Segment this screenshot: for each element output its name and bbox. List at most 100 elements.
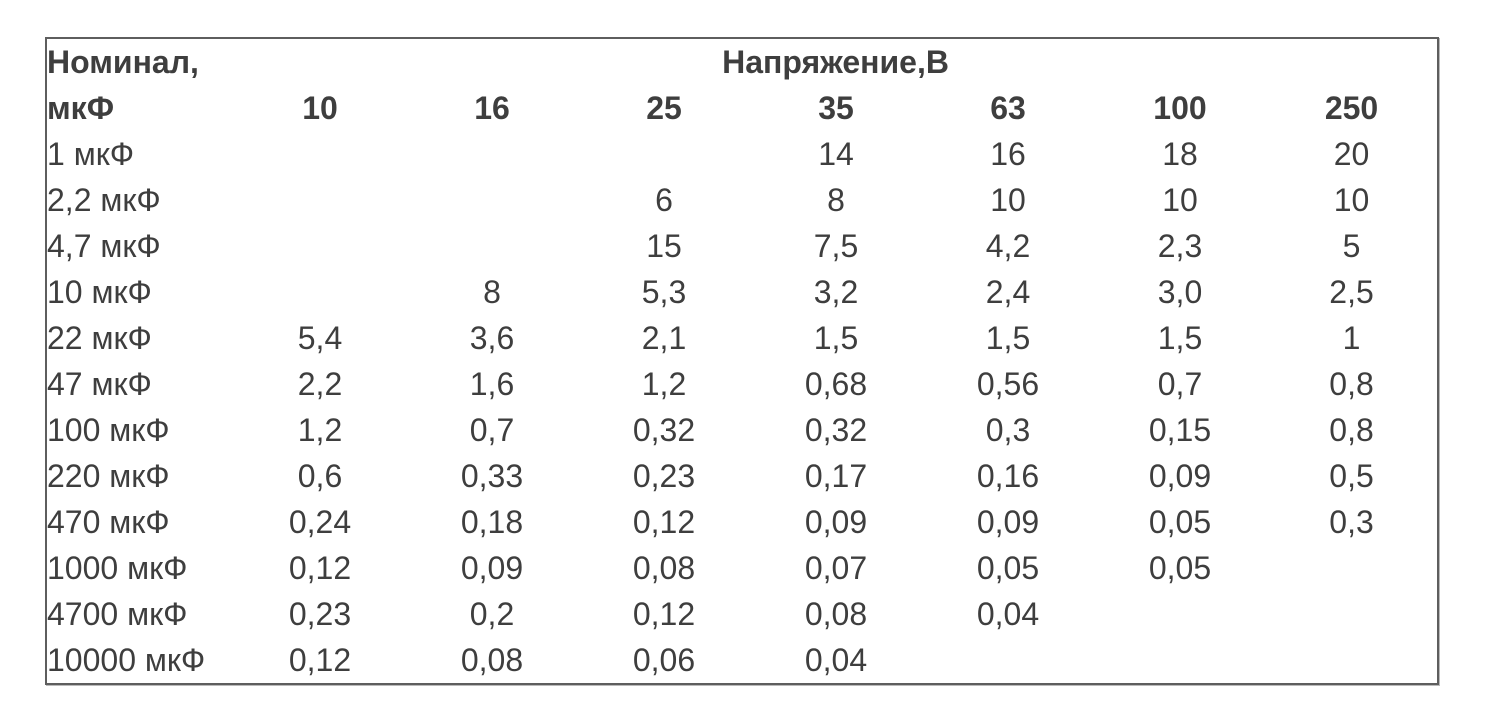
esr-value-cell: 1,5 — [1157, 320, 1203, 356]
esr-value-cell: 0,05 — [1148, 504, 1212, 540]
esr-value-cell — [406, 131, 578, 177]
esr-value-cell: 16 — [990, 136, 1026, 172]
esr-value-cell: 0,32 — [804, 412, 868, 448]
esr-value-cell: 0,05 — [1148, 550, 1212, 586]
voltage-column-header: 25 — [646, 90, 682, 126]
esr-value-cell: 0,68 — [804, 366, 868, 402]
esr-value-cell: 0,7 — [1157, 366, 1203, 402]
row-label-cell: 1 мкФ — [47, 136, 135, 172]
esr-value-cell — [406, 177, 578, 223]
esr-value-cell: 0,33 — [460, 458, 524, 494]
esr-value-cell: 0,09 — [804, 504, 868, 540]
table-row: 4,7 мкФ 15 7,5 4,2 2,3 5 — [46, 223, 1438, 269]
row-label-cell: 10 мкФ — [47, 274, 152, 310]
esr-value-cell: 0,18 — [460, 504, 524, 540]
esr-value-cell: 1,5 — [985, 320, 1031, 356]
table-row: 4700 мкФ 0,23 0,2 0,12 0,08 0,04 — [46, 591, 1438, 637]
esr-value-cell: 0,7 — [469, 412, 515, 448]
esr-value-cell: 0,07 — [804, 550, 868, 586]
esr-value-cell — [234, 131, 406, 177]
table-row: 10 мкФ 8 5,3 3,2 2,4 3,0 2,5 — [46, 269, 1438, 315]
row-label-cell: 22 мкФ — [47, 320, 152, 356]
esr-value-cell — [922, 637, 1094, 684]
esr-value-cell: 0,04 — [804, 642, 868, 678]
esr-value-cell: 14 — [818, 136, 854, 172]
esr-value-cell: 1 — [1342, 320, 1361, 356]
esr-value-cell: 10 — [990, 182, 1026, 218]
esr-value-cell: 2,2 — [297, 366, 343, 402]
esr-value-cell: 0,17 — [804, 458, 868, 494]
esr-value-cell: 5,3 — [641, 274, 687, 310]
voltage-column-header: 16 — [474, 90, 510, 126]
esr-value-cell: 15 — [646, 228, 682, 264]
esr-value-cell: 1,2 — [641, 366, 687, 402]
esr-value-cell: 0,09 — [1148, 458, 1212, 494]
esr-value-cell: 6 — [655, 182, 673, 218]
esr-value-cell: 0,23 — [632, 458, 696, 494]
esr-value-cell: 0,12 — [632, 596, 696, 632]
esr-value-cell — [1094, 637, 1266, 684]
table-row: 47 мкФ 2,2 1,6 1,2 0,68 0,56 0,7 0,8 — [46, 361, 1438, 407]
esr-value-cell: 10 — [1333, 182, 1370, 218]
esr-value-cell: 0,06 — [632, 642, 696, 678]
esr-value-cell — [406, 223, 578, 269]
voltage-column-header: 10 — [302, 90, 338, 126]
esr-value-cell — [1266, 545, 1438, 591]
esr-value-cell: 10 — [1162, 182, 1198, 218]
esr-value-cell: 8 — [483, 274, 501, 310]
esr-value-cell: 3,6 — [469, 320, 515, 356]
header-row-voltages: мкФ 10 16 25 35 63 100 250 — [46, 85, 1438, 131]
esr-value-cell: 5 — [1342, 228, 1361, 264]
table-row: 22 мкФ 5,4 3,6 2,1 1,5 1,5 1,5 1 — [46, 315, 1438, 361]
esr-value-cell: 20 — [1333, 136, 1370, 172]
esr-value-cell — [234, 223, 406, 269]
esr-value-cell: 0,08 — [460, 642, 524, 678]
esr-value-cell: 2,3 — [1157, 228, 1203, 264]
esr-value-cell: 0,3 — [985, 412, 1031, 448]
esr-value-cell: 0,23 — [288, 596, 352, 632]
esr-value-cell: 3,2 — [813, 274, 859, 310]
esr-value-cell — [234, 177, 406, 223]
row-label-cell: 2,2 мкФ — [47, 182, 161, 218]
voltage-group-header: Напряжение,В — [722, 44, 949, 80]
esr-value-cell: 0,3 — [1329, 504, 1374, 540]
esr-value-cell: 7,5 — [813, 228, 859, 264]
row-label-cell: 100 мкФ — [47, 412, 170, 448]
esr-value-cell: 2,4 — [985, 274, 1031, 310]
row-label-cell: 470 мкФ — [47, 504, 170, 540]
esr-table-container: Номинал, Напряжение,В мкФ 10 16 25 35 63… — [45, 37, 1440, 685]
table-row: 2,2 мкФ 6 8 10 10 10 — [46, 177, 1438, 223]
voltage-column-header: 250 — [1324, 90, 1379, 126]
esr-value-cell: 0,08 — [804, 596, 868, 632]
nominal-header-line1: Номинал, — [47, 44, 199, 80]
row-label-cell: 1000 мкФ — [47, 550, 188, 586]
esr-value-cell: 0,08 — [632, 550, 696, 586]
esr-value-cell — [1266, 637, 1438, 684]
esr-value-cell: 1,2 — [297, 412, 343, 448]
esr-value-cell: 0,16 — [976, 458, 1040, 494]
table-row: 100 мкФ 1,2 0,7 0,32 0,32 0,3 0,15 0,8 — [46, 407, 1438, 453]
esr-value-cell: 18 — [1162, 136, 1198, 172]
esr-value-cell: 0,12 — [288, 642, 352, 678]
esr-value-cell: 0,8 — [1329, 412, 1374, 448]
nominal-header-line2: мкФ — [47, 90, 114, 126]
voltage-column-header: 100 — [1153, 90, 1207, 126]
esr-value-cell: 1,5 — [813, 320, 859, 356]
voltage-column-header: 35 — [818, 90, 854, 126]
esr-value-cell — [234, 269, 406, 315]
esr-value-cell — [578, 131, 750, 177]
esr-value-cell: 0,24 — [288, 504, 352, 540]
esr-value-cell: 0,04 — [976, 596, 1040, 632]
header-row-group: Номинал, Напряжение,В — [46, 38, 1438, 85]
esr-value-cell: 4,2 — [985, 228, 1031, 264]
esr-value-cell: 2,5 — [1329, 274, 1374, 310]
esr-value-cell: 3,0 — [1157, 274, 1203, 310]
esr-value-cell: 0,12 — [632, 504, 696, 540]
row-label-cell: 47 мкФ — [47, 366, 152, 402]
capacitor-esr-table: Номинал, Напряжение,В мкФ 10 16 25 35 63… — [45, 37, 1440, 685]
table-row: 1 мкФ 14 16 18 20 — [46, 131, 1438, 177]
esr-value-cell: 5,4 — [297, 320, 343, 356]
row-label-cell: 220 мкФ — [47, 458, 170, 494]
table-row: 10000 мкФ 0,12 0,08 0,06 0,04 — [46, 637, 1438, 684]
table-row: 1000 мкФ 0,12 0,09 0,08 0,07 0,05 0,05 — [46, 545, 1438, 591]
